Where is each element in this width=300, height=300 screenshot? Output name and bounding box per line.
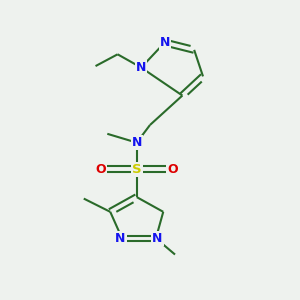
Text: N: N bbox=[116, 232, 126, 245]
Text: O: O bbox=[95, 163, 106, 176]
Text: N: N bbox=[160, 36, 170, 49]
Text: N: N bbox=[152, 232, 163, 245]
Text: N: N bbox=[132, 136, 142, 149]
Text: S: S bbox=[132, 163, 142, 176]
Text: N: N bbox=[136, 61, 146, 74]
Text: O: O bbox=[167, 163, 178, 176]
